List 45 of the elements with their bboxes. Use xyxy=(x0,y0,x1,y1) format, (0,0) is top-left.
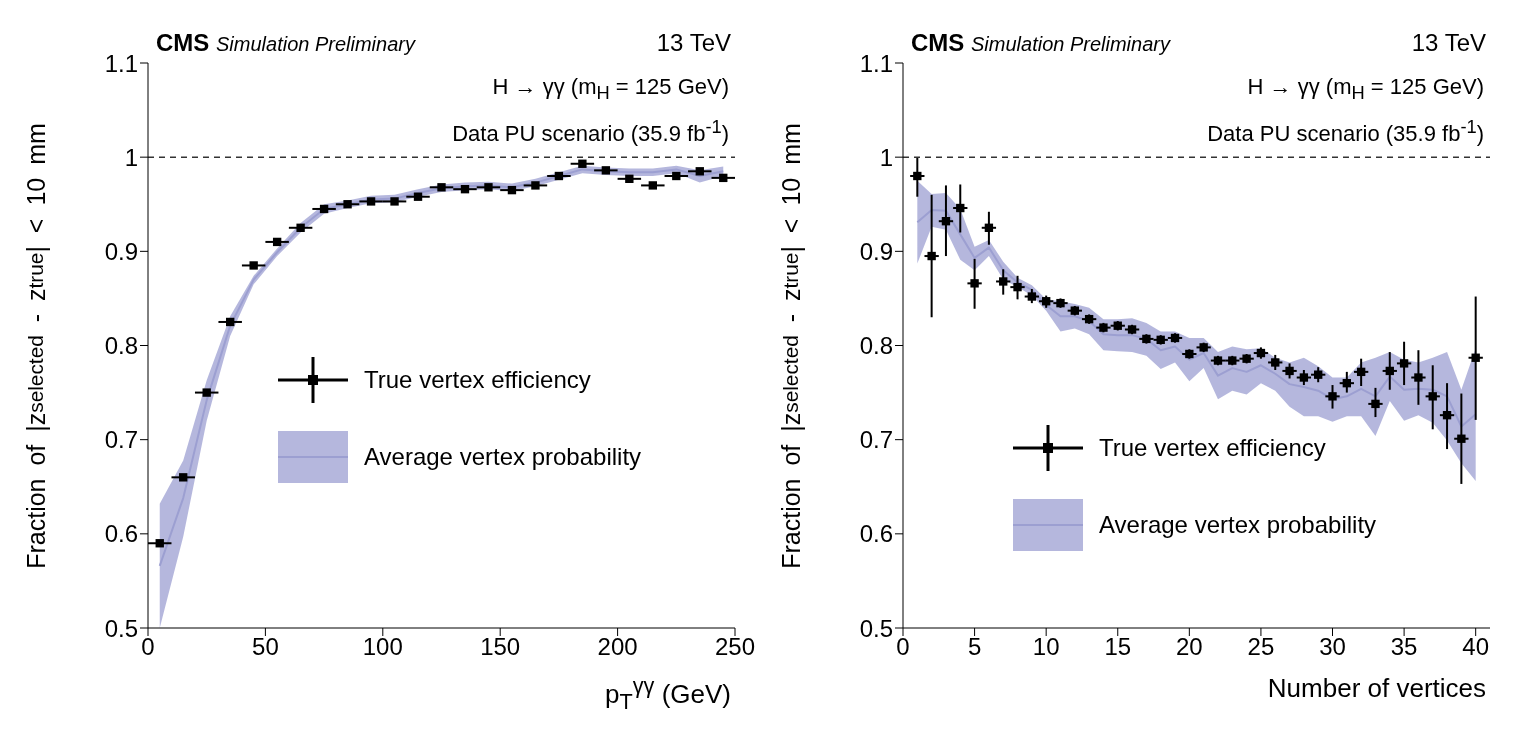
chart-title: CMS xyxy=(156,29,210,56)
y-tick-label: 0.5 xyxy=(859,614,893,642)
x-tick-label: 15 xyxy=(1104,633,1132,661)
x-tick-label: 100 xyxy=(362,633,403,661)
x-tick-label: 35 xyxy=(1390,633,1418,661)
text: 13 TeV xyxy=(1411,29,1486,57)
y-tick-label: 0.8 xyxy=(104,332,138,360)
y-tick-label: 0.8 xyxy=(859,332,893,360)
y-tick-label: 0.5 xyxy=(104,614,138,642)
x-tick-label: 0 xyxy=(141,633,155,661)
legend-label: Average vertex probability xyxy=(364,442,642,471)
y-tick-label: 1.1 xyxy=(104,49,138,77)
x-tick-label: 40 xyxy=(1462,633,1490,661)
legend-label: True vertex efficiency xyxy=(1099,433,1326,462)
annotation: H → γγ (m$_{H}$ = 125 GeV) xyxy=(492,73,729,106)
x-tick-label: 10 xyxy=(1032,633,1060,661)
x-tick-label: 30 xyxy=(1319,633,1346,661)
x-axis-title: Number of vertices xyxy=(1267,673,1486,704)
y-tick-label: 0.7 xyxy=(859,426,893,454)
x-tick-label: 0 xyxy=(896,633,910,661)
legend-label: Average vertex probability xyxy=(1099,510,1377,539)
y-tick-label: 0.6 xyxy=(859,520,893,548)
annotation: Data PU scenario (35.9 fb$^{-1}$) xyxy=(1207,115,1484,149)
annotation: H → γγ (m$_{H}$ = 125 GeV) xyxy=(1247,73,1484,106)
x-tick-label: 20 xyxy=(1175,633,1203,661)
x-tick-label: 200 xyxy=(597,633,638,661)
y-tick-label: 1 xyxy=(124,143,138,171)
x-axis-title: p$_{T}$$^{γγ}$ (GeV) xyxy=(605,673,731,715)
text: 13 TeV xyxy=(656,29,731,57)
chart-title: CMS xyxy=(911,29,965,56)
x-tick-label: 50 xyxy=(252,633,279,661)
x-tick-label: 5 xyxy=(967,633,982,661)
y-tick-label: 1.1 xyxy=(859,49,893,77)
x-tick-label: 150 xyxy=(480,633,521,661)
chart-subtitle: Simulation Preliminary xyxy=(971,33,1170,55)
y-tick-label: 0.9 xyxy=(104,237,138,265)
y-tick-label: 0.9 xyxy=(859,237,893,265)
y-tick-label: 0.6 xyxy=(104,520,138,548)
legend-label: True vertex efficiency xyxy=(364,365,591,394)
annotation: Data PU scenario (35.9 fb$^{-1}$) xyxy=(452,115,729,149)
y-tick-label: 1 xyxy=(879,143,893,171)
x-tick-label: 250 xyxy=(714,633,756,661)
x-tick-label: 25 xyxy=(1247,633,1275,661)
y-tick-label: 0.7 xyxy=(104,426,138,454)
chart-subtitle: Simulation Preliminary xyxy=(216,33,415,55)
